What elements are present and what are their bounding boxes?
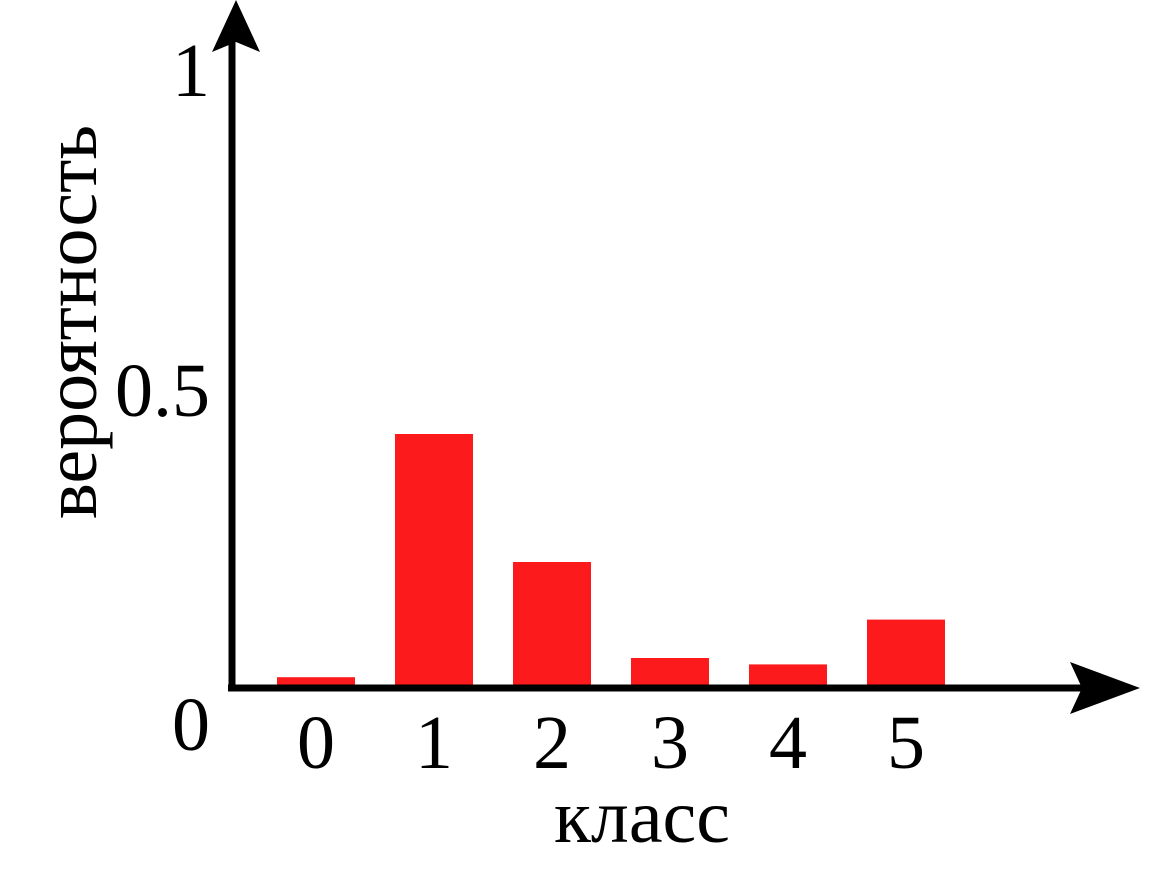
x-axis-arrow (1070, 662, 1140, 714)
y-axis-arrow (212, 0, 260, 52)
x-tick-label-1: 1 (415, 701, 453, 785)
bar-5 (867, 619, 945, 690)
y-axis-label: вероятность (29, 125, 113, 519)
x-tick-label-4: 4 (769, 701, 807, 785)
x-axis-label: класс (554, 775, 730, 859)
x-tick-label-5: 5 (887, 701, 925, 785)
x-tick-label-0: 0 (297, 701, 335, 785)
y-tick-labels: 00.51 (115, 29, 210, 767)
bar-2 (513, 562, 591, 690)
y-tick-label-0-5: 0.5 (115, 349, 210, 433)
x-tick-label-3: 3 (651, 701, 689, 785)
bar-1 (395, 434, 473, 690)
x-tick-label-2: 2 (533, 701, 571, 785)
y-tick-label-0: 0 (172, 683, 210, 767)
bars-group (277, 434, 945, 690)
y-tick-label-1: 1 (172, 29, 210, 113)
